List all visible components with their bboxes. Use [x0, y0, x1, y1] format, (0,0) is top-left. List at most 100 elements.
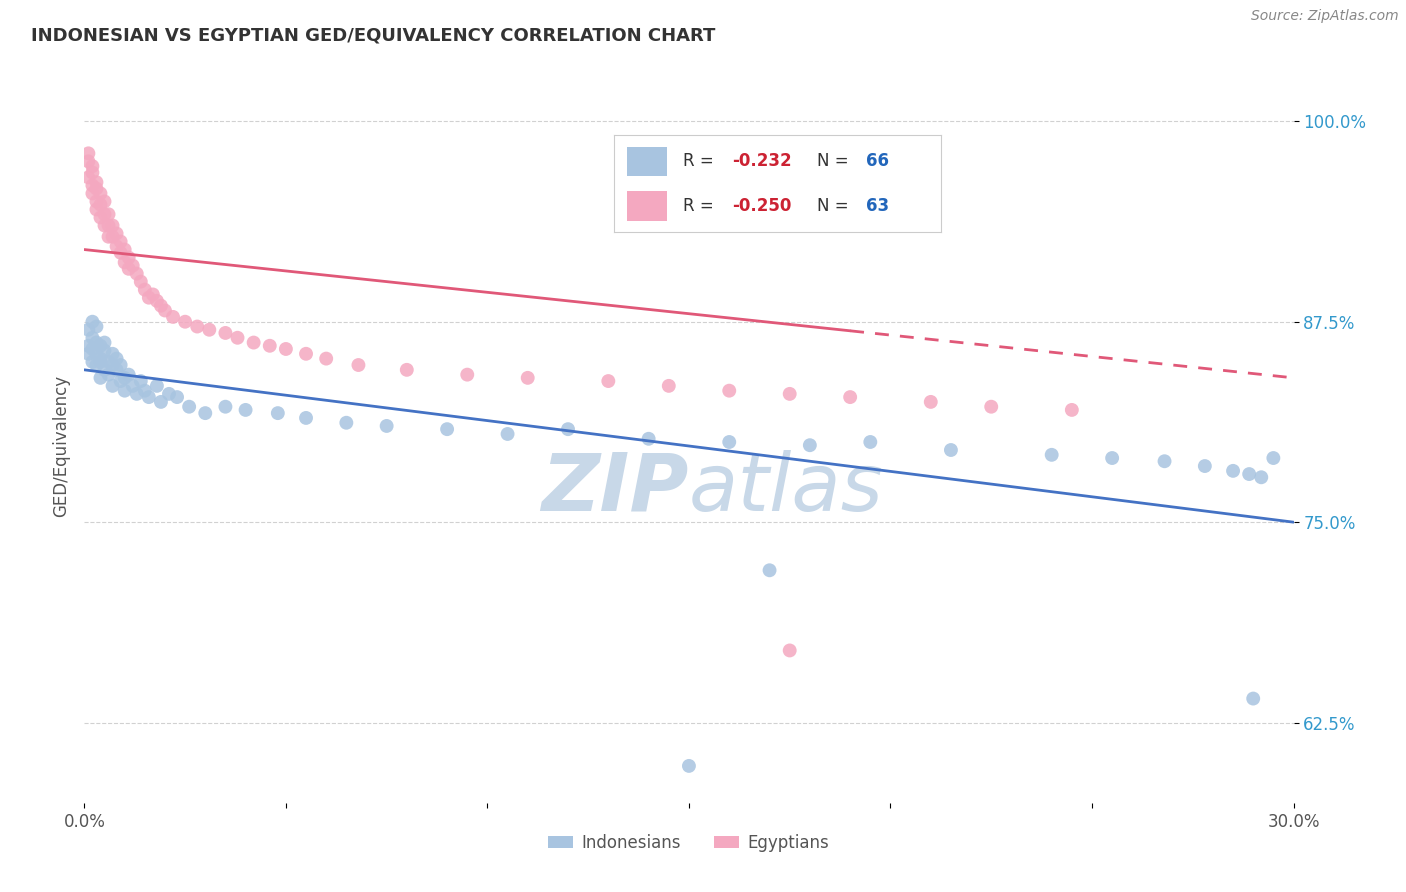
Point: [267, 406, 290, 420]
Point: [153, 303, 176, 318]
Point: [395, 363, 418, 377]
Point: [779, 387, 801, 401]
Point: [839, 390, 862, 404]
Point: [194, 406, 217, 420]
Point: [86, 358, 108, 372]
Point: [274, 342, 297, 356]
Point: [89, 371, 111, 385]
Text: atlas: atlas: [689, 450, 884, 528]
Point: [89, 351, 111, 366]
Point: [295, 347, 318, 361]
Point: [118, 251, 141, 265]
Point: [89, 197, 111, 211]
Point: [114, 371, 136, 385]
Point: [110, 245, 132, 260]
Point: [637, 432, 659, 446]
Point: [186, 319, 208, 334]
Point: [93, 219, 115, 233]
Point: [118, 368, 141, 382]
Point: [149, 395, 172, 409]
Point: [939, 442, 962, 457]
Point: [138, 291, 160, 305]
Point: [166, 390, 188, 404]
Point: [242, 335, 264, 350]
Point: [89, 339, 111, 353]
Point: [149, 299, 172, 313]
Point: [82, 178, 104, 193]
Point: [375, 419, 398, 434]
Point: [129, 275, 152, 289]
Point: [114, 384, 136, 398]
Point: [121, 379, 143, 393]
Point: [101, 358, 124, 372]
Point: [779, 643, 801, 657]
Text: N =: N =: [817, 152, 853, 169]
Point: [110, 374, 132, 388]
FancyBboxPatch shape: [627, 192, 666, 220]
Point: [86, 319, 108, 334]
Point: [101, 347, 124, 361]
Point: [295, 411, 318, 425]
Point: [93, 194, 115, 209]
Point: [97, 219, 120, 233]
Point: [97, 355, 120, 369]
Point: [1263, 450, 1285, 465]
Point: [718, 435, 741, 450]
Point: [598, 374, 620, 388]
Point: [678, 759, 700, 773]
Point: [93, 343, 115, 358]
Point: [516, 371, 538, 385]
Y-axis label: GED/Equivalency: GED/Equivalency: [52, 375, 70, 517]
Point: [97, 368, 120, 382]
Point: [82, 342, 104, 356]
Point: [157, 387, 180, 401]
Point: [920, 395, 942, 409]
Point: [77, 347, 100, 361]
Text: -0.232: -0.232: [731, 152, 792, 169]
Point: [105, 227, 128, 241]
Point: [174, 315, 197, 329]
Point: [557, 422, 579, 436]
Point: [93, 363, 115, 377]
Point: [129, 374, 152, 388]
Point: [179, 400, 201, 414]
Point: [1101, 450, 1123, 465]
Point: [347, 358, 370, 372]
Point: [718, 384, 741, 398]
Point: [496, 427, 519, 442]
Point: [226, 331, 249, 345]
Point: [658, 379, 681, 393]
Point: [118, 261, 141, 276]
Point: [335, 416, 357, 430]
Text: ZIP: ZIP: [541, 450, 689, 528]
Point: [1241, 691, 1264, 706]
Point: [89, 355, 111, 369]
Point: [89, 186, 111, 201]
Point: [758, 563, 780, 577]
Point: [121, 259, 143, 273]
Point: [114, 243, 136, 257]
Point: [1153, 454, 1175, 468]
Point: [1194, 458, 1216, 473]
Point: [82, 315, 104, 329]
Point: [1237, 467, 1260, 481]
Point: [162, 310, 184, 324]
Point: [101, 229, 124, 244]
Point: [77, 146, 100, 161]
Point: [315, 351, 337, 366]
Point: [101, 219, 124, 233]
Point: [235, 403, 257, 417]
Point: [146, 379, 169, 393]
Text: Source: ZipAtlas.com: Source: ZipAtlas.com: [1251, 9, 1399, 23]
Point: [456, 368, 478, 382]
Point: [110, 235, 132, 249]
Point: [86, 194, 108, 209]
Point: [125, 387, 148, 401]
Text: INDONESIAN VS EGYPTIAN GED/EQUIVALENCY CORRELATION CHART: INDONESIAN VS EGYPTIAN GED/EQUIVALENCY C…: [31, 27, 716, 45]
Point: [214, 400, 236, 414]
Point: [82, 165, 104, 179]
Point: [101, 379, 124, 393]
Point: [198, 323, 221, 337]
Point: [110, 358, 132, 372]
Point: [1222, 464, 1244, 478]
